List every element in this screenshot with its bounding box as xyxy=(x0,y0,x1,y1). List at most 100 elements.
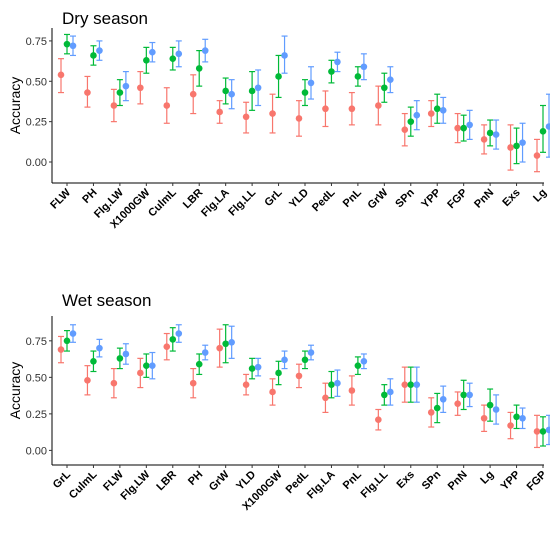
data-point xyxy=(69,42,77,50)
data-point xyxy=(216,344,223,352)
data-point xyxy=(466,391,473,399)
data-point xyxy=(507,422,514,429)
data-point xyxy=(228,90,235,98)
x-tick-label: FLW xyxy=(48,186,73,211)
data-point xyxy=(269,110,276,117)
data-point xyxy=(122,82,130,90)
data-point xyxy=(454,124,461,132)
data-point xyxy=(460,391,467,399)
data-point xyxy=(307,79,315,87)
data-point xyxy=(281,52,288,59)
x-tick-label: Exs xyxy=(500,187,522,209)
data-point xyxy=(122,350,130,358)
data-point xyxy=(110,102,118,109)
data-point xyxy=(480,414,488,422)
data-point xyxy=(90,52,97,59)
data-point xyxy=(275,369,282,377)
data-point xyxy=(301,89,309,96)
data-point xyxy=(163,102,171,109)
data-point xyxy=(96,47,103,54)
data-point xyxy=(427,110,435,117)
data-point xyxy=(466,121,473,129)
x-tick-label: GrW xyxy=(366,186,391,211)
y-tick-label: 0.50 xyxy=(26,76,47,88)
data-point xyxy=(381,391,388,399)
data-point xyxy=(84,376,91,384)
chart-title: Dry season xyxy=(62,9,148,28)
x-tick-label: LBR xyxy=(154,469,179,494)
data-point xyxy=(242,113,250,121)
data-point xyxy=(295,372,303,380)
data-point xyxy=(163,343,171,350)
data-point xyxy=(137,369,144,377)
data-point xyxy=(439,107,447,114)
data-point xyxy=(84,89,91,96)
data-point xyxy=(307,349,315,356)
x-tick-label: PH xyxy=(186,469,205,488)
x-tick-label: PnN xyxy=(472,187,496,211)
data-point xyxy=(539,428,547,435)
x-tick-label: Flg.LW xyxy=(118,468,152,502)
y-tick-label: 0.50 xyxy=(26,372,47,384)
data-point xyxy=(334,379,341,387)
x-tick-label: PedL xyxy=(310,186,338,214)
data-point xyxy=(322,394,329,402)
data-point xyxy=(460,124,467,132)
chart-title: Wet season xyxy=(62,291,151,310)
x-tick-label: PnN xyxy=(446,469,470,493)
x-tick-label: Lg xyxy=(531,187,549,205)
data-point xyxy=(539,128,547,135)
data-point xyxy=(281,356,288,364)
y-tick-label: 0.25 xyxy=(26,117,47,129)
data-point xyxy=(143,56,150,64)
data-point xyxy=(189,379,197,387)
data-point xyxy=(413,111,421,119)
data-point xyxy=(375,416,382,424)
data-point xyxy=(348,387,356,394)
data-point xyxy=(116,89,124,96)
data-point xyxy=(175,50,183,58)
data-point xyxy=(492,131,500,138)
data-point xyxy=(387,388,394,396)
data-point xyxy=(57,71,65,79)
data-point xyxy=(143,362,150,369)
data-point xyxy=(254,84,262,92)
x-tick-label: Flg.LA xyxy=(199,187,232,220)
data-point xyxy=(301,356,309,364)
data-point xyxy=(328,381,335,388)
data-point xyxy=(254,363,262,371)
data-point xyxy=(328,68,335,75)
x-tick-label: GrL xyxy=(262,186,285,209)
data-point xyxy=(387,76,394,83)
data-point xyxy=(513,142,520,150)
chart-panel-2: Wet season Accuracy 0.00 0.25 0.50 0.75 GrLCul… xyxy=(7,291,550,513)
data-point xyxy=(492,406,500,413)
data-point xyxy=(354,73,362,80)
data-point xyxy=(137,84,144,92)
data-point xyxy=(169,336,177,343)
data-point xyxy=(57,346,65,353)
data-point xyxy=(201,349,209,356)
x-tick-label: PnL xyxy=(341,186,364,209)
x-tick-label: PnL xyxy=(341,468,364,491)
data-point xyxy=(169,55,177,62)
data-point xyxy=(375,102,382,109)
data-point xyxy=(407,118,415,125)
data-point xyxy=(348,105,356,113)
data-point xyxy=(222,87,229,95)
data-point xyxy=(480,136,488,143)
data-point xyxy=(295,115,303,122)
x-tick-label: CulmL xyxy=(146,186,179,219)
data-point xyxy=(69,330,77,337)
x-tick-label: SPn xyxy=(393,186,417,210)
data-point xyxy=(175,330,183,337)
data-point xyxy=(222,340,229,348)
data-point xyxy=(334,58,341,66)
data-point xyxy=(275,73,282,80)
data-point xyxy=(189,90,197,98)
x-tick-label: FGP xyxy=(525,469,549,493)
x-tick-label: YPP xyxy=(499,469,523,493)
x-tick-label: CulmL xyxy=(67,468,100,501)
x-tick-label: Flg.LL xyxy=(359,468,391,500)
